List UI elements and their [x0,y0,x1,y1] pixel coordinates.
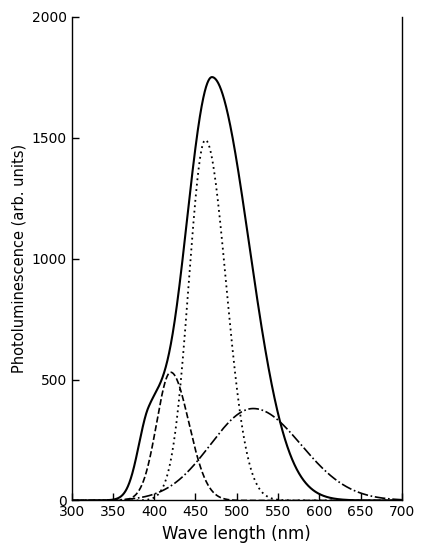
X-axis label: Wave length (nm): Wave length (nm) [162,525,311,543]
Y-axis label: Photoluminescence (arb. units): Photoluminescence (arb. units) [11,144,26,373]
